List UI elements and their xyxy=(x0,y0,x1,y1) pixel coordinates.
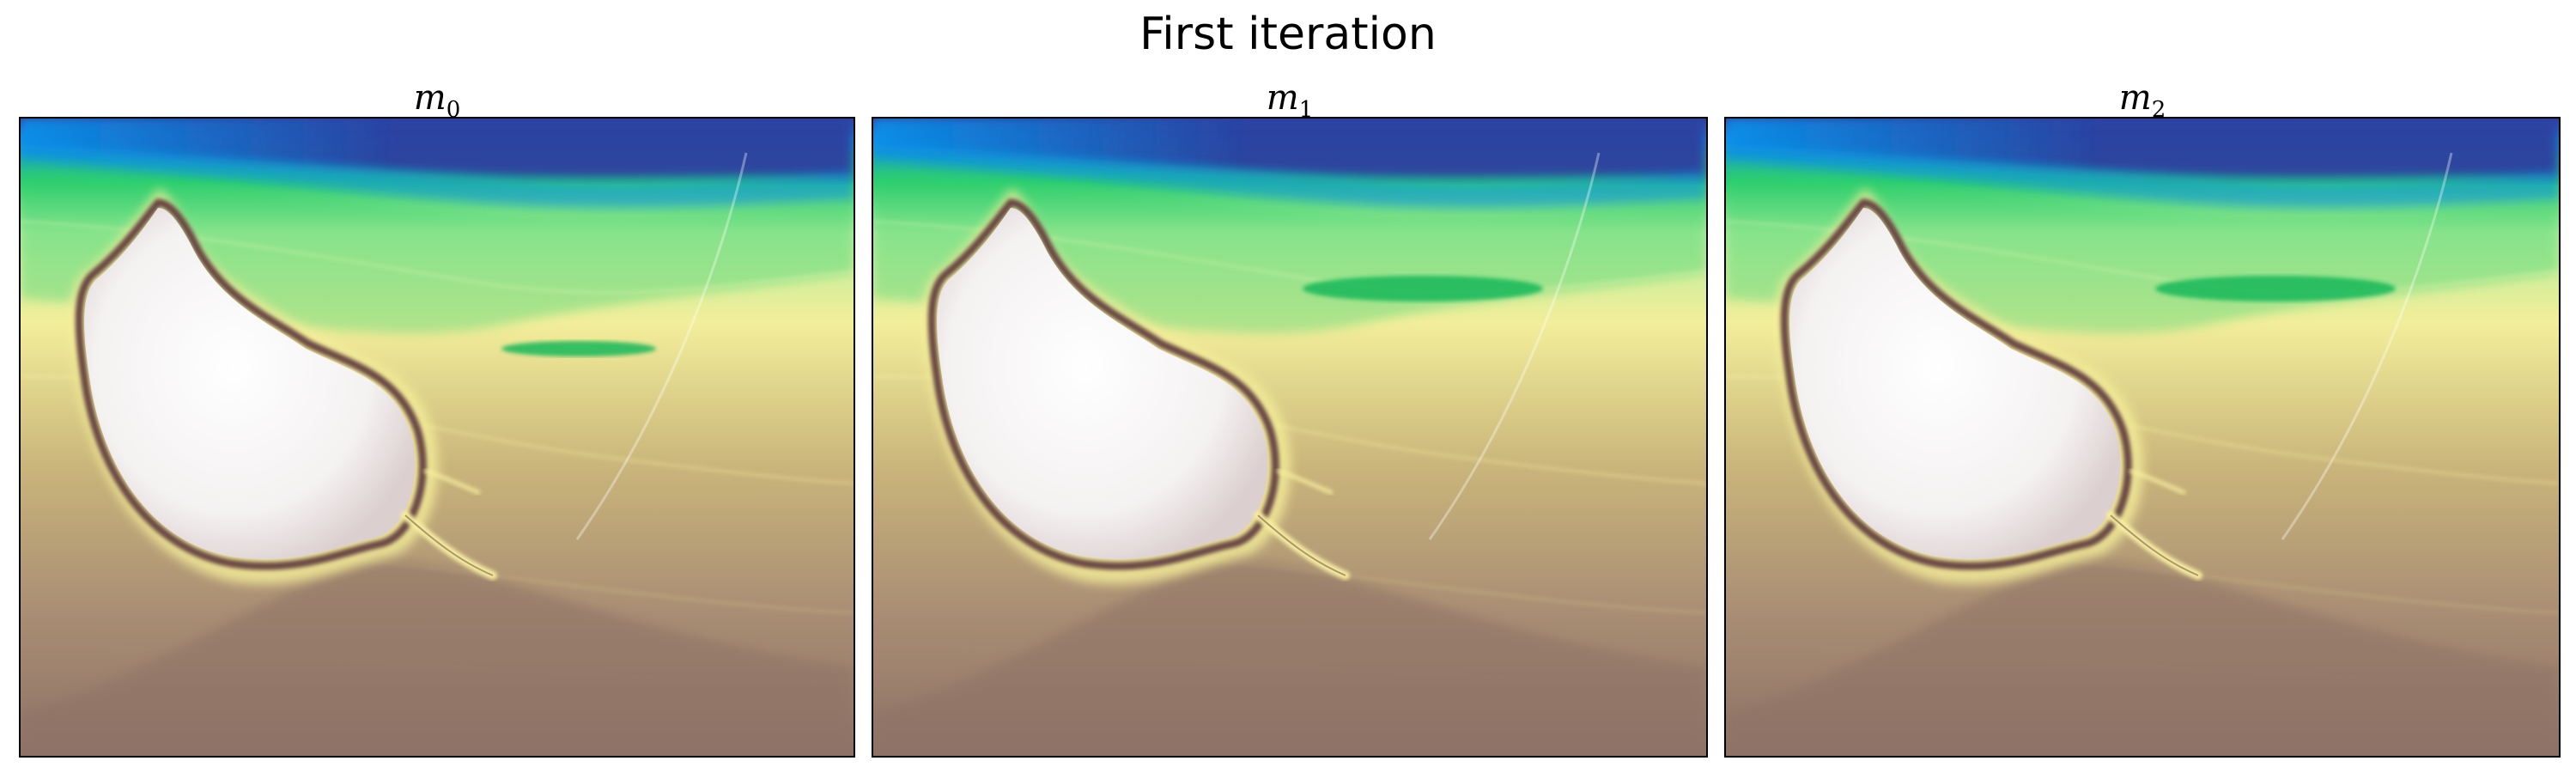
figure-title: First iteration xyxy=(1139,9,1437,60)
salt-body xyxy=(1789,208,2121,560)
panel-title: m1 xyxy=(872,78,1708,123)
panel-symbol: m xyxy=(413,78,447,118)
velocity-image xyxy=(19,117,855,758)
green-lens xyxy=(2155,276,2396,301)
shallow-blue-layer xyxy=(1726,119,2559,179)
salt-rim xyxy=(927,198,1279,570)
salt-rim xyxy=(75,198,427,570)
basement xyxy=(21,561,854,756)
panel-subscript: 0 xyxy=(446,97,461,123)
basement xyxy=(873,561,1706,756)
panel-subscript: 1 xyxy=(1298,97,1314,123)
minor-streak xyxy=(1276,468,1334,496)
basement xyxy=(1726,561,2559,756)
panel-title: m2 xyxy=(1724,78,2561,123)
blue-band xyxy=(873,144,1706,209)
salt-rim xyxy=(1780,198,2132,570)
fault-line xyxy=(575,152,748,540)
model-panel: m2 xyxy=(1724,79,2561,758)
panel-symbol: m xyxy=(1266,78,1299,118)
blue-band xyxy=(21,144,854,209)
salt-body xyxy=(937,208,1268,560)
green-lens xyxy=(501,341,656,356)
model-panel: m1 xyxy=(872,79,1708,758)
fault-line xyxy=(2281,152,2453,540)
fault-line xyxy=(1428,152,1601,540)
minor-streak xyxy=(423,468,481,496)
shallow-blue-layer xyxy=(21,119,854,179)
minor-streak xyxy=(2129,468,2186,496)
panel-symbol: m xyxy=(2118,78,2152,118)
velocity-image xyxy=(1724,117,2561,758)
model-panel: m0 xyxy=(19,79,855,758)
panel-title: m0 xyxy=(19,78,855,123)
panel-subscript: 2 xyxy=(2151,97,2166,123)
salt-body xyxy=(84,208,416,560)
shallow-blue-layer xyxy=(873,119,1706,179)
velocity-image xyxy=(872,117,1708,758)
green-lens xyxy=(1303,276,1543,301)
blue-band xyxy=(1726,144,2559,209)
